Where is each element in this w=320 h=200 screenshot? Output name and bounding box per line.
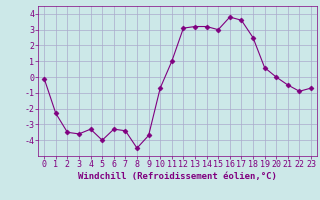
X-axis label: Windchill (Refroidissement éolien,°C): Windchill (Refroidissement éolien,°C) [78,172,277,181]
